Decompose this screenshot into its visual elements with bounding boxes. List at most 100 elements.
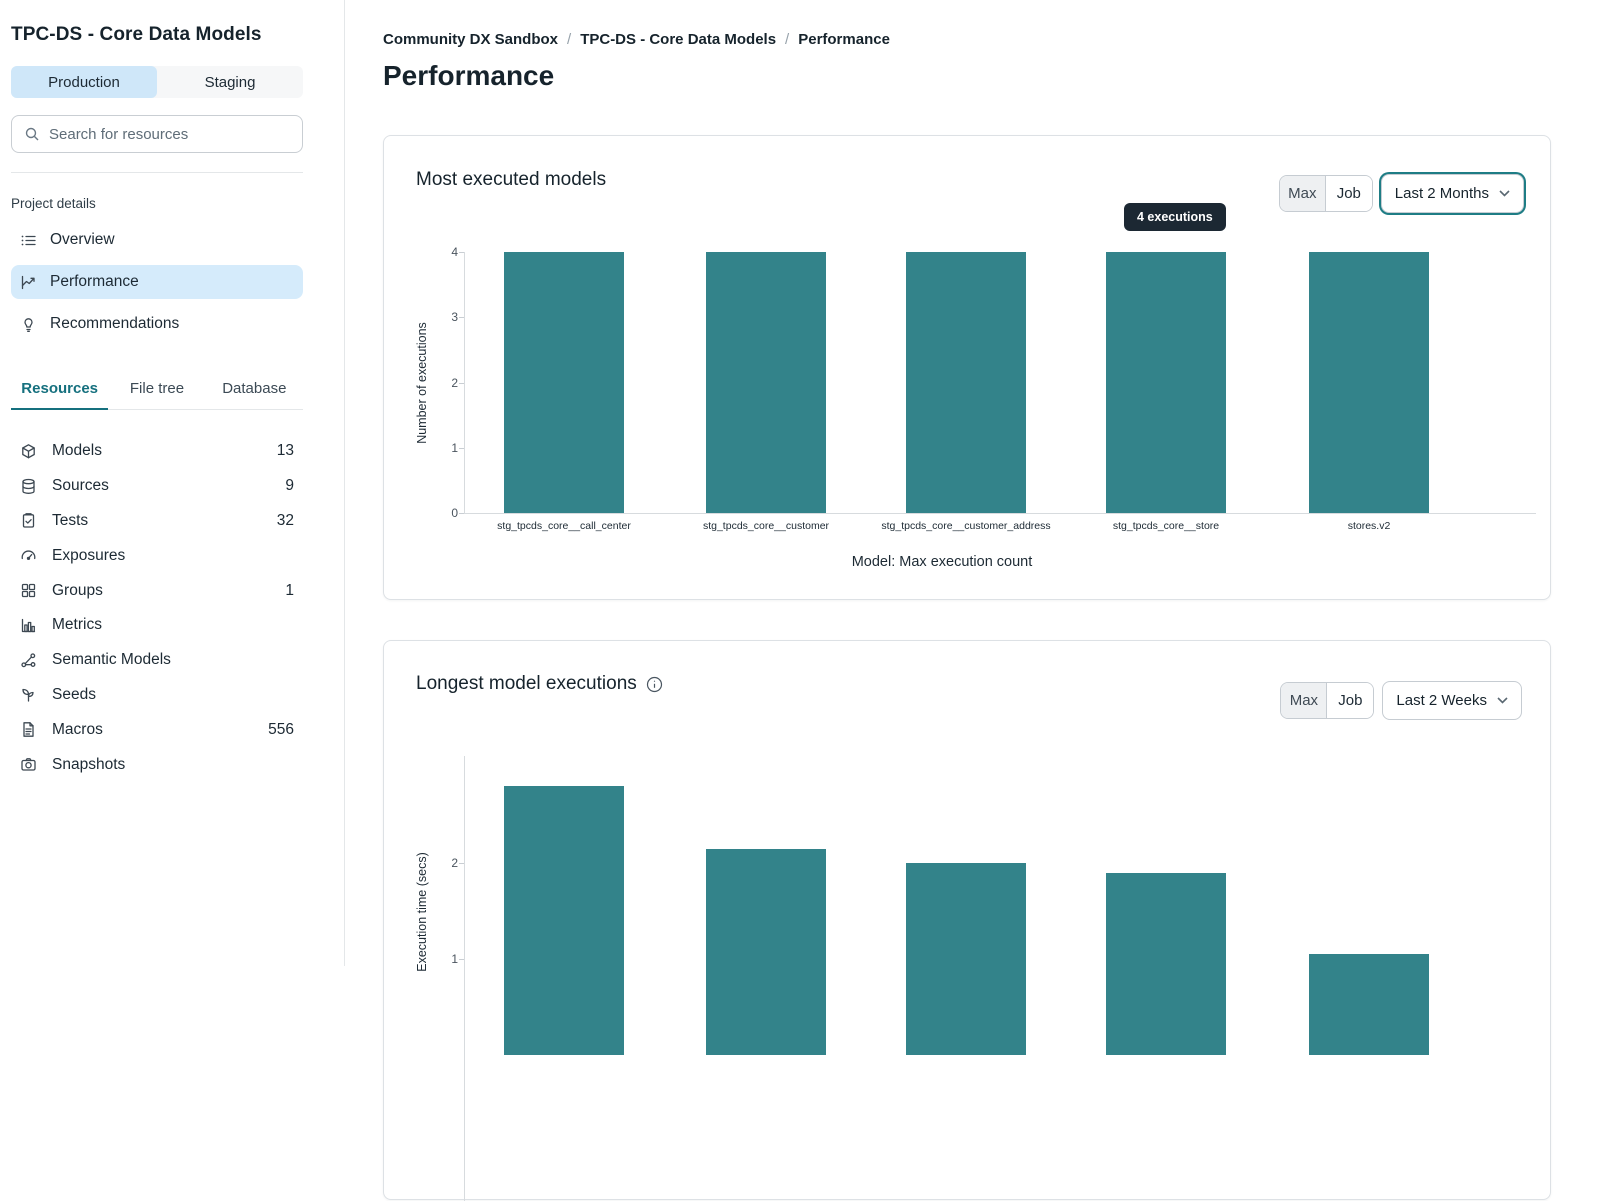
- chart1-range-dropdown[interactable]: Last 2 Months: [1380, 174, 1524, 213]
- document-icon: [20, 721, 37, 738]
- page-title: Performance: [383, 60, 555, 91]
- staging-toggle-button[interactable]: Staging: [157, 66, 303, 98]
- search-icon: [24, 126, 40, 142]
- bar-3[interactable]: [1106, 252, 1226, 513]
- y-axis-line: [464, 756, 465, 1201]
- tab-database[interactable]: Database: [222, 380, 287, 397]
- bar-1[interactable]: [706, 252, 826, 513]
- longest-model-executions-chart: 1 2 Execution time (secs): [384, 641, 1550, 1201]
- sidebar-divider: [11, 172, 303, 173]
- y-tick-label: 1: [451, 952, 458, 966]
- x-tick-label: stg_tpcds_core__customer_address: [881, 520, 1051, 532]
- search-input[interactable]: [49, 125, 290, 143]
- resource-label: Sources: [52, 477, 109, 495]
- y-axis-line: [464, 252, 465, 513]
- y-axis-title: Execution time (secs): [415, 852, 429, 972]
- resource-row-models[interactable]: Models 13: [11, 434, 303, 469]
- chart2-max-button[interactable]: Max: [1281, 683, 1328, 718]
- production-toggle-button[interactable]: Production: [11, 66, 157, 98]
- breadcrumb-separator: /: [785, 31, 790, 48]
- resource-list: Models 13 Sources 9 Tests 32 Exposures G…: [11, 434, 303, 782]
- y-tick-mark: [459, 382, 464, 384]
- resource-row-tests[interactable]: Tests 32: [11, 504, 303, 539]
- main-content: Community DX Sandbox / TPC-DS - Core Data …: [345, 0, 1621, 1201]
- bar-chart-icon: [20, 617, 37, 634]
- chart1-job-button[interactable]: Job: [1325, 176, 1372, 211]
- resource-count: 1: [285, 581, 294, 599]
- bar-2[interactable]: [906, 252, 1026, 513]
- y-tick-mark: [459, 863, 464, 864]
- longest-model-executions-card: Longest model executions Max Job Last 2 …: [383, 640, 1551, 1201]
- chart2-job-button[interactable]: Job: [1327, 683, 1374, 718]
- resource-row-exposures[interactable]: Exposures: [11, 538, 303, 573]
- y-axis-title: Number of executions: [415, 322, 429, 444]
- chart2-range-value: Last 2 Weeks: [1396, 692, 1487, 709]
- bar-1[interactable]: [706, 848, 826, 1055]
- bar-4[interactable]: [1309, 954, 1429, 1055]
- bar-0[interactable]: [504, 786, 624, 1055]
- y-tick-mark: [459, 959, 464, 960]
- tab-resources[interactable]: Resources: [11, 371, 109, 410]
- chart2-title-text: Longest model executions: [416, 673, 637, 694]
- chevron-down-icon: [1497, 697, 1508, 704]
- y-tick-label: 2: [451, 856, 458, 870]
- lightbulb-icon: [20, 316, 37, 333]
- resource-row-metrics[interactable]: Metrics: [11, 608, 303, 643]
- gauge-icon: [20, 547, 37, 564]
- resource-row-seeds[interactable]: Seeds: [11, 678, 303, 713]
- sidebar-item-label: Overview: [50, 231, 115, 248]
- sidebar: TPC-DS - Core Data Models Production Sta…: [0, 0, 345, 966]
- resource-count: 9: [285, 477, 294, 495]
- bar-4[interactable]: [1309, 252, 1429, 513]
- x-axis-title: Model: Max execution count: [851, 554, 1033, 570]
- bar-3[interactable]: [1106, 872, 1226, 1055]
- seedling-icon: [20, 686, 37, 703]
- y-tick-label: 2: [451, 375, 458, 390]
- chart1-controls: Max Job Last 2 Months: [1278, 174, 1524, 213]
- y-tick-label: 4: [451, 245, 458, 259]
- tab-file-tree[interactable]: File tree: [129, 380, 185, 397]
- resource-row-snapshots[interactable]: Snapshots: [11, 747, 303, 782]
- resource-row-sources[interactable]: Sources 9: [11, 469, 303, 504]
- resource-label: Exposures: [52, 546, 126, 564]
- resource-count: 13: [276, 442, 294, 460]
- sidebar-item-performance[interactable]: Performance: [11, 265, 303, 299]
- chart1-max-button[interactable]: Max: [1279, 176, 1326, 211]
- resource-row-semantic-models[interactable]: Semantic Models: [11, 643, 303, 678]
- breadcrumb-link[interactable]: Community DX Sandbox: [383, 31, 559, 48]
- chart2-title: Longest model executions: [416, 673, 663, 695]
- x-tick-label: stg_tpcds_core__store: [1112, 520, 1220, 532]
- resource-count: 556: [268, 720, 294, 738]
- resource-label: Metrics: [52, 616, 102, 634]
- chart1-title-text: Most executed models: [416, 169, 607, 190]
- resource-row-macros[interactable]: Macros 556: [11, 712, 303, 747]
- y-tick-label: 1: [451, 440, 458, 455]
- database-icon: [20, 478, 37, 495]
- resource-label: Tests: [52, 511, 89, 529]
- cube-icon: [20, 443, 37, 460]
- project-nav: Overview Performance Recommendations: [11, 223, 303, 341]
- chart2-range-dropdown[interactable]: Last 2 Weeks: [1382, 681, 1522, 720]
- sidebar-item-recommendations[interactable]: Recommendations: [11, 307, 303, 341]
- y-tick-mark: [459, 513, 464, 514]
- info-icon[interactable]: [646, 676, 663, 693]
- chart2-metric-toggle: Max Job: [1280, 682, 1375, 719]
- sidebar-item-label: Recommendations: [50, 315, 180, 332]
- search-box[interactable]: [11, 115, 303, 153]
- sidebar-item-overview[interactable]: Overview: [11, 223, 303, 257]
- bar-0[interactable]: [504, 252, 624, 513]
- clipboard-check-icon: [20, 512, 37, 529]
- chart2-controls: Max Job Last 2 Weeks: [1280, 681, 1522, 720]
- grid-icon: [20, 582, 37, 599]
- sidebar-item-label: Performance: [50, 273, 139, 290]
- resource-label: Snapshots: [52, 755, 126, 773]
- chart1-metric-toggle: Max Job: [1278, 175, 1373, 212]
- bar-2[interactable]: [906, 863, 1026, 1055]
- resource-row-groups[interactable]: Groups 1: [11, 573, 303, 608]
- y-tick-label: 3: [451, 310, 458, 325]
- resource-label: Semantic Models: [52, 651, 171, 669]
- breadcrumb-link[interactable]: TPC-DS - Core Data Models: [580, 31, 777, 48]
- x-tick-label: stg_tpcds_core__call_center: [497, 520, 631, 532]
- environment-toggle: Production Staging: [11, 66, 303, 98]
- most-executed-models-card: Most executed models Max Job Last 2 Mont…: [383, 135, 1551, 600]
